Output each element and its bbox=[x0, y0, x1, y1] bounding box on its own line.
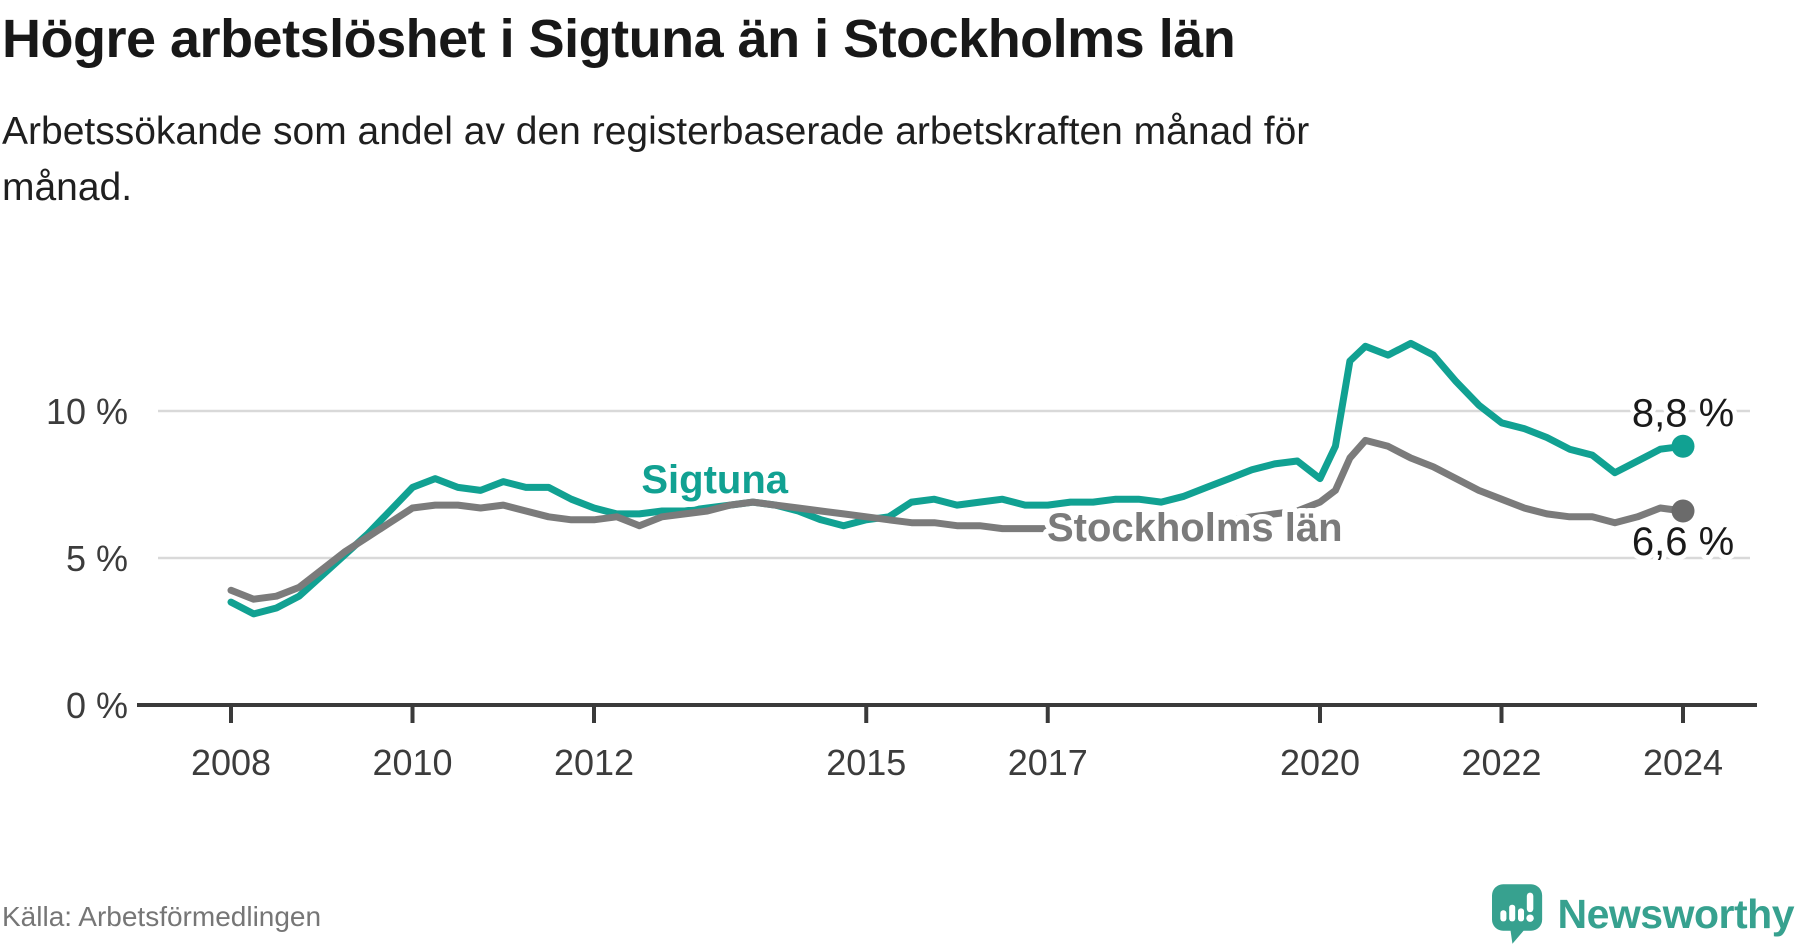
x-axis-label: 2008 bbox=[191, 742, 271, 783]
series-line-sigtuna bbox=[227, 339, 1687, 618]
y-axis-label: 5 % bbox=[66, 538, 128, 579]
end-value-label-stockholms-lan: 6,6 % bbox=[1632, 520, 1734, 564]
series-line-stockholms-lan bbox=[227, 436, 1687, 603]
x-axis-label: 2012 bbox=[554, 742, 634, 783]
x-axis-label: 2017 bbox=[1008, 742, 1088, 783]
series-label-sigtuna: Sigtuna bbox=[641, 458, 788, 502]
x-axis-label: 2015 bbox=[826, 742, 906, 783]
chart-title: Högre arbetslöshet i Sigtuna än i Stockh… bbox=[2, 9, 1236, 69]
x-axis-label: 2020 bbox=[1280, 742, 1360, 783]
series-end-dot-stockholms-lan bbox=[1671, 499, 1695, 523]
y-axis-label: 10 % bbox=[46, 391, 128, 432]
newsworthy-wordmark: Newsworthy bbox=[1557, 890, 1795, 937]
newsworthy-logo-icon bbox=[1491, 884, 1542, 944]
x-axis-label: 2022 bbox=[1461, 742, 1541, 783]
y-axis-label: 0 % bbox=[66, 685, 128, 726]
chart-subtitle: Arbetssökande som andel av den registerb… bbox=[2, 110, 1310, 209]
series-label-stockholms-lan: Stockholms län bbox=[1047, 506, 1343, 550]
x-axis-label: 2010 bbox=[372, 742, 452, 783]
source-note: Källa: Arbetsförmedlingen bbox=[2, 901, 322, 932]
series-end-dot-sigtuna bbox=[1671, 434, 1695, 458]
x-axis-label: 2024 bbox=[1643, 742, 1723, 783]
newsworthy-brand: Newsworthy bbox=[1491, 882, 1795, 946]
end-value-label-sigtuna: 8,8 % bbox=[1632, 391, 1734, 435]
